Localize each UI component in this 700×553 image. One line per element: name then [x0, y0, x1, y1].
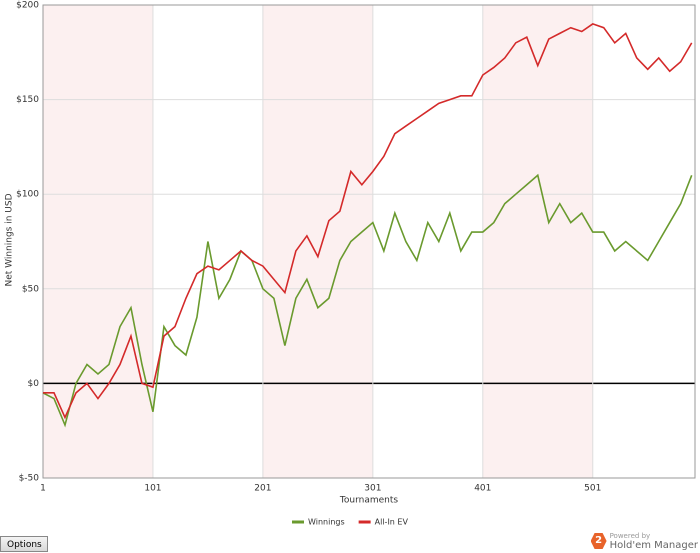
- x-tick-label: 301: [364, 484, 381, 494]
- band: [482, 5, 593, 478]
- brand-logo: 2 Powered by Hold'em Manager: [590, 531, 698, 551]
- options-button[interactable]: Options: [0, 536, 48, 552]
- powered-by: Powered by: [609, 532, 651, 540]
- legend-label: Winnings: [308, 518, 345, 527]
- y-tick-label: $200: [16, 1, 39, 11]
- y-tick-label: $-50: [19, 474, 40, 484]
- y-axis-title: Net Winnings in USD: [5, 193, 15, 286]
- x-axis-title: Tournaments: [339, 496, 398, 506]
- legend-label: All-In EV: [375, 518, 409, 527]
- band: [262, 5, 373, 478]
- x-tick-label: 501: [584, 484, 601, 494]
- y-tick-label: $0: [28, 379, 40, 389]
- series-line: [42, 173, 693, 428]
- brand-text: Powered by Hold'em Manager: [609, 532, 698, 551]
- brand-name: Hold'em Manager: [609, 540, 698, 551]
- series-line: [43, 23, 693, 420]
- x-tick-label: 1: [40, 484, 46, 494]
- x-tick-label: 201: [254, 484, 271, 494]
- x-tick-label: 401: [474, 484, 491, 494]
- plot-border: [42, 4, 696, 479]
- y-tick-label: $100: [16, 190, 39, 200]
- y-tick-label: $150: [16, 95, 39, 105]
- logo-icon: 2: [590, 533, 607, 549]
- y-tick-label: $50: [22, 284, 39, 294]
- x-tick-label: 101: [144, 484, 161, 494]
